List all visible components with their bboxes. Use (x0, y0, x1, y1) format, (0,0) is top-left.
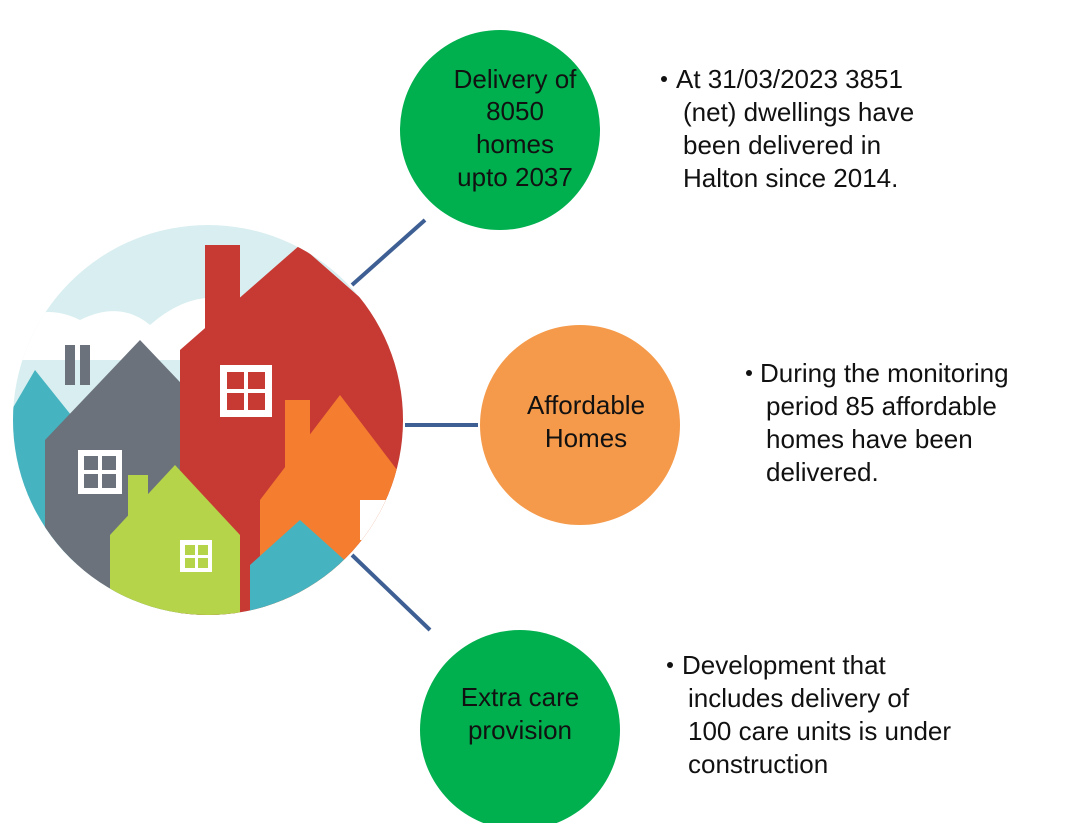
node-label: provision (468, 715, 572, 745)
diagram: Delivery of 8050 homes upto 2037 Afforda… (0, 0, 1067, 823)
note-text: been delivered in (683, 130, 881, 160)
node-label: homes (476, 129, 554, 159)
houses-illustration (0, 200, 420, 630)
note-text: homes have been (766, 424, 973, 454)
node-label: Delivery of (454, 64, 578, 94)
node-label: Affordable (527, 390, 645, 420)
node-label: 8050 (486, 96, 544, 126)
note-text: includes delivery of (688, 683, 910, 713)
note-text: 100 care units is under (688, 716, 951, 746)
note-text: At 31/03/2023 3851 (676, 64, 903, 94)
note-text: period 85 affordable (766, 391, 997, 421)
note-text: Halton since 2014. (683, 163, 898, 193)
note-text: Development that (682, 650, 887, 680)
note-text: (net) dwellings have (683, 97, 914, 127)
node-label: Homes (545, 423, 627, 453)
note-text: During the monitoring (760, 358, 1009, 388)
node-label: upto 2037 (457, 162, 573, 192)
node-label: Extra care (461, 682, 580, 712)
note-text: delivered. (766, 457, 879, 487)
note-text: construction (688, 749, 828, 779)
